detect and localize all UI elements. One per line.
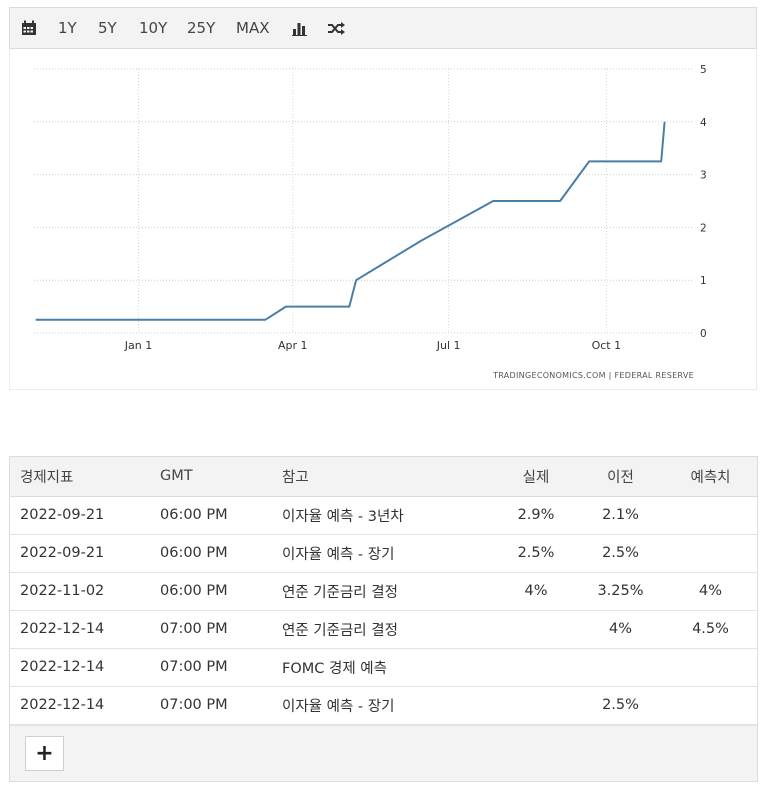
source-credit: TRADINGECONOMICS.COM | FEDERAL RESERVE bbox=[492, 371, 694, 380]
date-cell: 2022-11-02 bbox=[10, 572, 159, 611]
date-cell: 2022-12-14 bbox=[10, 686, 159, 725]
event-cell[interactable]: 연준 기준금리 결정 bbox=[281, 572, 495, 611]
previous-cell: 3.25% bbox=[577, 572, 664, 611]
x-tick-label: Apr 1 bbox=[278, 339, 308, 352]
header-reference: 참고 bbox=[281, 457, 495, 497]
table-row: 2022-09-21 06:00 PM 이자율 예측 - 3년차 2.9% 2.1% bbox=[10, 496, 757, 535]
time-cell: 06:00 PM bbox=[159, 496, 281, 535]
table-row: 2022-12-14 07:00 PM FOMC 경제 예측 bbox=[10, 648, 757, 687]
time-cell: 07:00 PM bbox=[159, 610, 281, 649]
previous-cell bbox=[577, 648, 664, 687]
actual-cell bbox=[495, 648, 577, 687]
x-tick-label: Jan 1 bbox=[124, 339, 152, 352]
event-cell[interactable]: FOMC 경제 예측 bbox=[281, 648, 495, 687]
time-cell: 06:00 PM bbox=[159, 534, 281, 573]
previous-cell: 2.1% bbox=[577, 496, 664, 535]
date-cell: 2022-12-14 bbox=[10, 610, 159, 649]
range-10y-button[interactable]: 10Y bbox=[139, 19, 168, 37]
event-cell[interactable]: 이자율 예측 - 장기 bbox=[281, 534, 495, 573]
actual-cell: 2.9% bbox=[495, 496, 577, 535]
forecast-cell: 4% bbox=[664, 572, 757, 611]
range-1y-button[interactable]: 1Y bbox=[58, 19, 77, 37]
forecast-cell bbox=[664, 686, 757, 725]
table-row: 2022-09-21 06:00 PM 이자율 예측 - 장기 2.5% 2.5% bbox=[10, 534, 757, 573]
header-actual: 실제 bbox=[495, 457, 577, 497]
forecast-cell bbox=[664, 534, 757, 573]
add-button[interactable]: + bbox=[25, 736, 64, 771]
header-indicator: 경제지표 bbox=[10, 457, 159, 497]
forecast-cell bbox=[664, 496, 757, 535]
table-row: 2022-11-02 06:00 PM 연준 기준금리 결정 4% 3.25% 4% bbox=[10, 572, 757, 611]
range-5y-button[interactable]: 5Y bbox=[98, 19, 117, 37]
range-max-button[interactable]: MAX bbox=[236, 19, 270, 37]
x-tick-label: Oct 1 bbox=[592, 339, 622, 352]
previous-cell: 2.5% bbox=[577, 534, 664, 573]
time-cell: 07:00 PM bbox=[159, 648, 281, 687]
actual-cell: 2.5% bbox=[495, 534, 577, 573]
actual-cell bbox=[495, 610, 577, 649]
date-cell: 2022-09-21 bbox=[10, 534, 159, 573]
table-footer: + bbox=[10, 725, 757, 781]
calendar-icon[interactable] bbox=[20, 8, 38, 48]
previous-cell: 4% bbox=[577, 610, 664, 649]
chart-toolbar: 1Y 5Y 10Y 25Y MAX bbox=[9, 7, 757, 49]
table-row: 2022-12-14 07:00 PM 연준 기준금리 결정 4% 4.5% bbox=[10, 610, 757, 649]
forecast-cell: 4.5% bbox=[664, 610, 757, 649]
y-tick-label: 3 bbox=[700, 170, 707, 182]
header-gmt: GMT bbox=[159, 457, 281, 497]
bar-chart-icon[interactable] bbox=[291, 8, 307, 48]
range-25y-button[interactable]: 25Y bbox=[187, 19, 216, 37]
time-cell: 07:00 PM bbox=[159, 686, 281, 725]
actual-cell bbox=[495, 686, 577, 725]
interest-rate-line-chart: 0 1 2 3 4 5 Jan 1 Apr 1 Jul 1 Oct 1 TRADINGECONOMI… bbox=[34, 64, 707, 380]
table-header-row: 경제지표 GMT 참고 실제 이전 예측치 bbox=[10, 457, 757, 497]
x-tick-label: Jul 1 bbox=[436, 339, 461, 352]
previous-cell: 2.5% bbox=[577, 686, 664, 725]
time-cell: 06:00 PM bbox=[159, 572, 281, 611]
calendar-table: 경제지표 GMT 참고 실제 이전 예측치 2022-09-21 06:00 PM… bbox=[9, 456, 758, 782]
forecast-cell bbox=[664, 648, 757, 687]
actual-cell: 4% bbox=[495, 572, 577, 611]
event-cell[interactable]: 이자율 예측 - 3년차 bbox=[281, 496, 495, 535]
header-previous: 이전 bbox=[577, 457, 664, 497]
series-line bbox=[35, 121, 666, 321]
chart-panel: 0 1 2 3 4 5 Jan 1 Apr 1 Jul 1 Oct 1 TRADINGECONOMI… bbox=[9, 49, 757, 390]
y-tick-label: 0 bbox=[700, 328, 707, 340]
y-tick-label: 2 bbox=[700, 222, 707, 234]
y-tick-label: 4 bbox=[700, 117, 707, 129]
y-tick-label: 1 bbox=[700, 275, 707, 287]
date-cell: 2022-09-21 bbox=[10, 496, 159, 535]
event-cell[interactable]: 연준 기준금리 결정 bbox=[281, 610, 495, 649]
y-tick-label: 5 bbox=[700, 64, 707, 76]
date-cell: 2022-12-14 bbox=[10, 648, 159, 687]
header-forecast: 예측치 bbox=[664, 457, 757, 497]
table-row: 2022-12-14 07:00 PM 이자율 예측 - 장기 2.5% bbox=[10, 686, 757, 725]
shuffle-icon[interactable] bbox=[327, 8, 345, 48]
event-cell[interactable]: 이자율 예측 - 장기 bbox=[281, 686, 495, 725]
